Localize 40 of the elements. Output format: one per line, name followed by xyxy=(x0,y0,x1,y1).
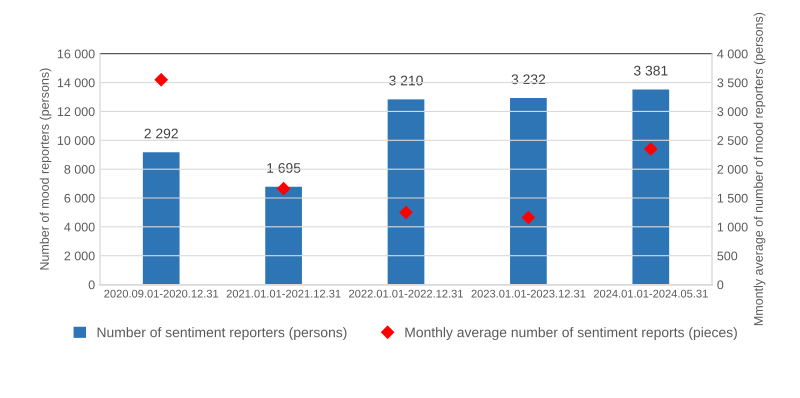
y2-tick-label: 2 000 xyxy=(717,164,748,174)
y-tick-label: 8 000 xyxy=(64,164,95,174)
point xyxy=(277,182,290,196)
y2-tick-label: 3 000 xyxy=(717,107,748,116)
y2-tick-label: 1 500 xyxy=(718,194,748,203)
x-tick-label: 2022.01.01-2022.12.31 xyxy=(349,290,463,298)
y-tick-label: 14 000 xyxy=(58,78,95,88)
y-axis-title: Number of mood reporters (persons) xyxy=(40,68,52,270)
y-tick-label: 16 000 xyxy=(58,50,95,58)
x-tick-label: 2024.01.01-2024.05.31 xyxy=(594,290,708,298)
point xyxy=(644,142,658,156)
x-tick-label: 2021.01.01-2021.12.31 xyxy=(226,290,341,298)
point xyxy=(522,210,535,224)
y2-tick-label: 4 000 xyxy=(717,50,748,58)
y2-tick-label: 500 xyxy=(717,252,738,260)
bar xyxy=(265,186,302,285)
y2-axis-title: Mmontly average of number of mood reporters (persons) xyxy=(754,12,766,326)
y-tick-label: 6 000 xyxy=(64,194,95,203)
y-tick-label: 2 000 xyxy=(64,252,95,260)
bar xyxy=(388,99,424,285)
legend-label: Number of sentiment reporters (persons) xyxy=(98,327,346,340)
x-tick-label: 2023.01.01-2023.12.31 xyxy=(472,290,586,298)
bar xyxy=(142,152,180,285)
y2-tick-label: 2 500 xyxy=(717,136,748,145)
y-tick-label: 12 000 xyxy=(58,107,95,116)
data-label: 2 292 xyxy=(144,128,178,138)
x-tick-label: 2020.09.01-2020.12.31 xyxy=(104,290,218,298)
y-tick-label: 10 000 xyxy=(58,136,95,145)
legend-label: Monthly average number of sentiment reports (pieces) xyxy=(405,327,737,340)
y2-tick-label: 1 000 xyxy=(718,222,748,232)
data-label: 3 381 xyxy=(634,66,668,76)
y2-tick-label: 3 500 xyxy=(717,78,748,88)
point xyxy=(154,73,168,86)
y-tick-label: 0 xyxy=(88,280,95,290)
bar xyxy=(510,98,547,285)
data-label: 1 695 xyxy=(267,163,300,173)
bar xyxy=(632,89,670,285)
y2-tick-label: 0 xyxy=(717,280,724,290)
point xyxy=(399,206,413,220)
y-tick-label: 4 000 xyxy=(64,222,95,232)
